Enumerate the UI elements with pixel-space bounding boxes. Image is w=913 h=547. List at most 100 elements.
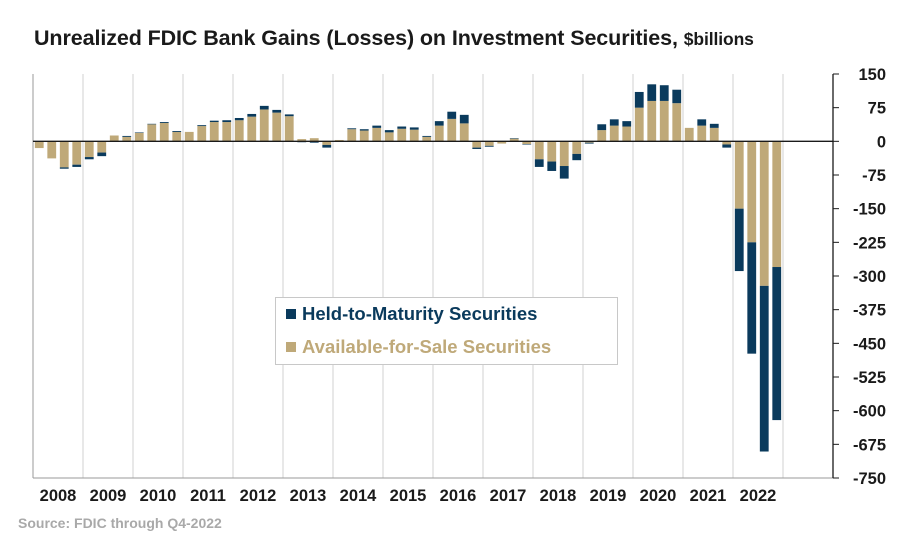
bar-htm [197, 125, 207, 127]
bar-htm [534, 159, 544, 167]
x-tick-labels: 2008 2009 2010 2011 2012 2013 2014 2015 2016 2017… [40, 487, 777, 505]
bar-afs [559, 141, 569, 167]
bar-htm [284, 114, 294, 117]
y-tick-label: -150 [853, 201, 886, 219]
bar-afs [659, 100, 669, 142]
bar-htm [472, 147, 482, 149]
legend-label-htm: Held-to-Maturity Securities [302, 303, 538, 324]
bar-htm [422, 135, 432, 137]
bar-htm [672, 89, 682, 104]
x-tick-label: 2008 [40, 487, 77, 505]
legend-label-afs: Available-for-Sale Securities [302, 336, 552, 357]
bar-htm [359, 129, 369, 131]
bar-htm [447, 111, 457, 119]
bar-afs [359, 130, 369, 142]
bar-htm [734, 208, 744, 272]
bar-htm [409, 127, 419, 130]
y-tick-label: 150 [858, 66, 886, 84]
y-tick-label: -600 [853, 403, 886, 421]
bar-afs [709, 127, 719, 142]
bar-afs [109, 135, 119, 142]
bar-afs [409, 129, 419, 142]
bar-afs [434, 125, 444, 142]
bar-afs [172, 131, 182, 142]
bar-afs [197, 126, 207, 142]
bar-htm [259, 105, 269, 110]
y-tick-label: -225 [853, 234, 886, 252]
y-tick-label: -750 [853, 470, 886, 488]
x-tick-label: 2009 [90, 487, 127, 505]
bar-afs [309, 138, 319, 142]
bar-afs [772, 141, 782, 268]
bar-afs [634, 107, 644, 142]
bar-afs [47, 141, 57, 159]
bar-htm [459, 114, 469, 124]
source-note: Source: FDIC through Q4-2022 [18, 515, 222, 531]
bar-htm [72, 164, 82, 167]
bar-htm [659, 85, 669, 101]
bar-afs [272, 112, 282, 142]
y-tick-label: -300 [853, 268, 886, 286]
bar-afs [522, 141, 532, 145]
bar-afs [547, 141, 557, 162]
x-tick-label: 2020 [640, 487, 677, 505]
bar-htm [384, 130, 394, 133]
y-tick-label: -450 [853, 335, 886, 353]
bar-htm [634, 91, 644, 108]
x-tick-label: 2016 [440, 487, 477, 505]
bar-htm [547, 161, 557, 171]
bar-htm [172, 131, 182, 132]
bar-afs [697, 125, 707, 142]
bar-htm [134, 132, 144, 133]
bar-afs [247, 116, 257, 142]
bar-htm [97, 152, 107, 157]
bar-afs [347, 129, 357, 142]
x-tick-label: 2017 [490, 487, 527, 505]
bar-afs [259, 109, 269, 142]
y-tick-label: 75 [868, 100, 886, 118]
bar-htm [272, 109, 282, 113]
bar-afs [759, 141, 769, 286]
bar-afs [722, 141, 732, 145]
bar-afs [59, 141, 69, 168]
bar-htm [209, 120, 219, 123]
bar-htm [247, 113, 257, 117]
bars [34, 84, 782, 452]
bar-htm [622, 121, 632, 127]
bar-htm [309, 141, 319, 143]
bar-htm [609, 119, 619, 126]
legend-swatch-afs [286, 342, 296, 352]
x-tick-label: 2014 [340, 487, 378, 505]
bar-afs [322, 141, 332, 145]
bar-afs [447, 118, 457, 142]
legend: Held-to-Maturity Securities Available-fo… [275, 297, 618, 365]
legend-swatch-htm [286, 309, 296, 319]
x-tick-label: 2011 [190, 487, 226, 505]
bar-afs [747, 141, 757, 243]
bar-htm [122, 135, 132, 137]
legend-item-afs: Available-for-Sale Securities [286, 336, 551, 358]
bar-htm [647, 84, 657, 101]
bar-htm [234, 117, 244, 121]
bar-afs [572, 141, 582, 154]
bar-afs [684, 127, 694, 142]
y-tick-label: -525 [853, 369, 886, 387]
x-tick-label: 2018 [540, 487, 577, 505]
bar-afs [622, 126, 632, 142]
bar-afs [297, 139, 307, 142]
bar-afs [647, 100, 657, 142]
bar-afs [72, 141, 82, 165]
bar-afs [34, 141, 44, 149]
bar-htm [84, 157, 94, 160]
bar-htm [59, 167, 69, 169]
bar-afs [159, 122, 169, 142]
bar-afs [147, 124, 157, 142]
x-tick-label: 2013 [290, 487, 327, 505]
bar-htm [709, 123, 719, 128]
bar-afs [497, 141, 507, 144]
y-tick-label: 0 [877, 133, 886, 151]
bar-afs [597, 130, 607, 142]
chart-title: Unrealized FDIC Bank Gains (Losses) on I… [34, 26, 754, 51]
bar-htm [697, 119, 707, 126]
